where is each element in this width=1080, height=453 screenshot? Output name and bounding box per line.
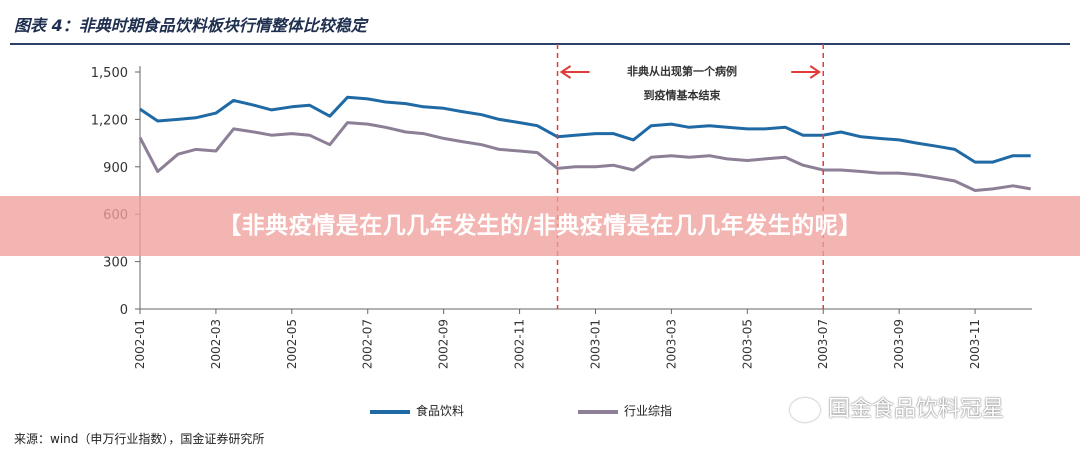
legend-food-swatch bbox=[370, 409, 410, 414]
y-tick-label: 300 bbox=[103, 256, 128, 271]
legend-industry: 行业综指 bbox=[578, 402, 672, 419]
arrow-left-head bbox=[559, 65, 572, 79]
x-tick-label: 2003-09 bbox=[892, 319, 906, 369]
legend-industry-swatch bbox=[578, 409, 618, 414]
wechat-icon bbox=[790, 398, 820, 422]
watermark-text: 国金食品饮料冠星 bbox=[828, 397, 1005, 422]
watermark: 国金食品饮料冠星 bbox=[790, 391, 1004, 423]
title-rule bbox=[10, 43, 1070, 45]
legend-industry-label: 行业综指 bbox=[624, 404, 673, 418]
x-tick-label: 2002-07 bbox=[361, 319, 375, 369]
x-tick-label: 2003-07 bbox=[816, 319, 830, 369]
x-tick-label: 2003-11 bbox=[968, 319, 982, 369]
x-tick-label: 2003-05 bbox=[740, 319, 754, 369]
x-tick-label: 2002-11 bbox=[513, 319, 527, 369]
x-tick-label: 2002-03 bbox=[209, 319, 223, 369]
x-tick-label: 2002-05 bbox=[285, 319, 299, 369]
legend-food: 食品饮料 bbox=[370, 402, 464, 419]
x-tick-label: 2002-01 bbox=[133, 319, 147, 369]
chart-title: 图表 4：非典时期食品饮料板块行情整体比较稳定 bbox=[14, 16, 367, 35]
y-tick-label: 1,500 bbox=[91, 66, 128, 81]
x-tick-label: 2003-03 bbox=[664, 319, 678, 369]
overlay-banner: 【非典疫情是在几几年发生的/非典疫情是在几几年发生的呢】 bbox=[0, 196, 1080, 256]
annotation-line-2: 到疫情基本结束 bbox=[643, 89, 721, 102]
arrow-right-head bbox=[809, 65, 822, 79]
annotation-line-1: 非典从出现第一个病例 bbox=[627, 65, 737, 78]
series-line-industry bbox=[138, 121, 1031, 192]
series-line-food bbox=[139, 95, 1031, 164]
legend-food-label: 食品饮料 bbox=[416, 404, 465, 418]
source-note: 来源：wind（申万行业指数），国金证券研究所 bbox=[14, 432, 265, 446]
x-tick-label: 2002-09 bbox=[437, 319, 451, 369]
outbreak-annotation: 非典从出现第一个病例 到疫情基本结束 bbox=[612, 60, 752, 108]
y-tick-label: 1,200 bbox=[91, 113, 128, 128]
banner-text: 【非典疫情是在几几年发生的/非典疫情是在几几年发生的呢】 bbox=[218, 213, 862, 239]
y-tick-label: 900 bbox=[103, 161, 128, 176]
y-tick-label: 0 bbox=[120, 303, 128, 318]
x-tick-label: 2003-01 bbox=[588, 319, 602, 369]
